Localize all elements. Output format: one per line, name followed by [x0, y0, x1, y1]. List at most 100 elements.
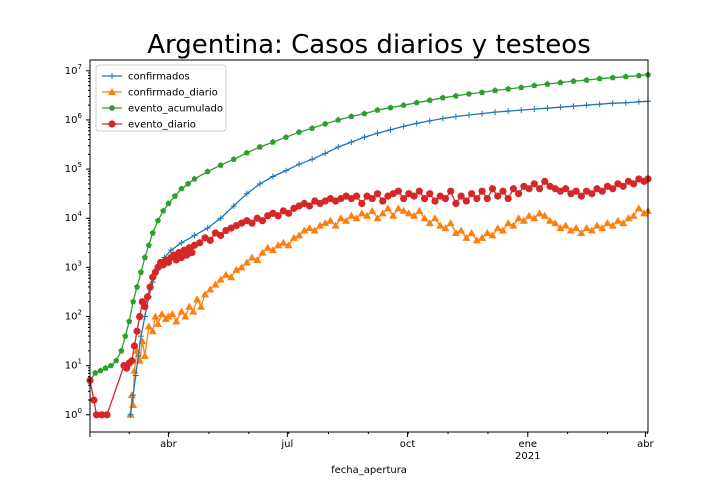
legend-label: evento_diario [128, 120, 196, 131]
data-point [577, 192, 585, 200]
data-point [128, 357, 136, 365]
data-point [216, 275, 225, 283]
data-point [531, 82, 538, 89]
data-point [410, 192, 418, 200]
legend-label: confirmados [128, 72, 190, 83]
data-point [164, 312, 173, 320]
data-point [243, 190, 250, 197]
data-point [544, 105, 551, 112]
data-point [566, 226, 575, 234]
data-point [587, 226, 596, 234]
data-point [425, 219, 434, 227]
legend-label: evento_acumulado [128, 104, 223, 115]
data-point [545, 216, 554, 224]
data-point [258, 248, 267, 256]
legend-marker [108, 120, 116, 128]
chart-title: Argentina: Casos diarios y testeos [147, 30, 591, 60]
data-point [518, 107, 525, 114]
data-point [102, 364, 109, 371]
legend-item: confirmados [102, 72, 190, 83]
data-point [296, 129, 303, 135]
data-point [572, 224, 581, 232]
data-point [256, 143, 263, 150]
data-point [525, 185, 533, 193]
data-point [622, 99, 629, 106]
data-point [305, 202, 314, 210]
data-point [253, 256, 262, 264]
data-point [127, 411, 134, 418]
data-point [373, 190, 382, 198]
data-point [305, 224, 314, 232]
data-point [467, 190, 476, 198]
data-point [426, 97, 433, 103]
data-point [243, 149, 250, 156]
data-point [130, 298, 137, 305]
data-point [430, 214, 439, 222]
data-point [145, 242, 152, 248]
data-point [472, 236, 481, 244]
data-point [415, 187, 423, 195]
data-point [289, 233, 298, 241]
data-point [357, 209, 366, 217]
data-point [188, 249, 196, 257]
data-point [358, 199, 366, 208]
data-point [172, 317, 181, 325]
data-point [149, 229, 156, 236]
data-point [185, 302, 194, 310]
data-point [217, 231, 225, 240]
data-point [613, 216, 622, 224]
data-point [551, 219, 560, 227]
data-point [285, 209, 293, 217]
series-evento_acumulado [87, 71, 651, 383]
data-point [242, 258, 251, 266]
x-tick-label: jul [280, 439, 293, 450]
data-point [168, 310, 177, 318]
data-point [217, 215, 224, 222]
data-point [478, 187, 486, 195]
legend-marker [109, 104, 115, 111]
data-point [413, 120, 420, 127]
data-point [451, 228, 460, 236]
data-point [634, 204, 643, 212]
data-point [441, 224, 450, 232]
data-point [452, 92, 459, 99]
data-point [557, 104, 564, 111]
data-point [394, 204, 403, 212]
data-point [619, 219, 628, 227]
data-point [452, 113, 459, 120]
data-point [178, 239, 185, 246]
data-point [122, 333, 129, 339]
y-tick-label: 100 [65, 407, 82, 421]
data-point [467, 228, 476, 236]
data-point [196, 239, 204, 247]
data-point [624, 214, 633, 222]
data-point [232, 265, 241, 273]
data-point [483, 228, 492, 236]
data-point [189, 307, 198, 315]
data-point [479, 110, 486, 117]
data-point [154, 217, 161, 224]
data-point [492, 109, 499, 116]
data-point [413, 99, 420, 106]
data-point [126, 318, 133, 324]
legend-label: confirmado_diario [128, 88, 218, 99]
x-tick-label: ene [518, 439, 537, 450]
data-point [635, 72, 642, 79]
data-point [379, 197, 387, 205]
data-point [347, 211, 356, 219]
data-point [598, 224, 607, 232]
data-point [160, 207, 167, 214]
data-point [373, 214, 382, 222]
data-point [200, 290, 209, 298]
data-point [577, 228, 586, 236]
data-point [479, 89, 486, 95]
data-point [135, 352, 142, 359]
data-point [269, 173, 276, 180]
data-point [509, 221, 518, 229]
data-point [492, 87, 499, 94]
data-point [465, 112, 472, 119]
data-point [441, 194, 450, 203]
y-tick-label: 104 [65, 210, 83, 224]
